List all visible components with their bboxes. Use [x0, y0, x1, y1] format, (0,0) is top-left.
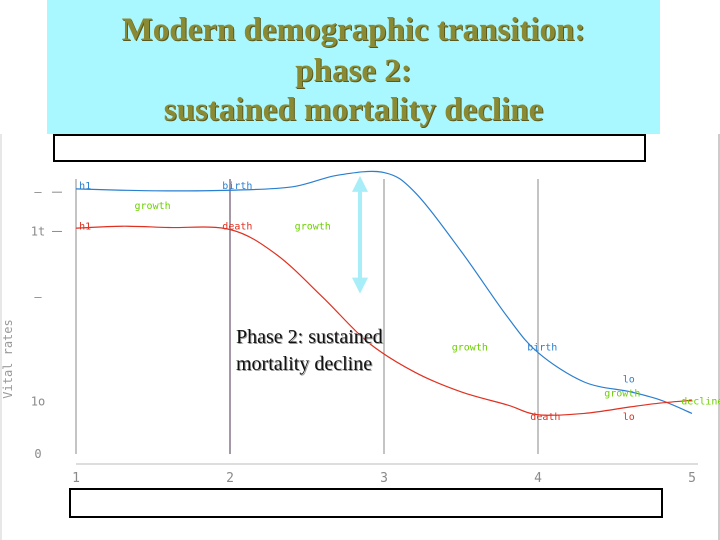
arrow-head-up	[352, 175, 368, 192]
series-label: birth	[222, 181, 252, 192]
title-line-1: Modern demographic transition:	[121, 12, 586, 48]
x-tick-label: 1	[72, 471, 80, 486]
arrow-head-down	[352, 277, 368, 294]
annotation-line-1: Phase 2: sustained	[236, 326, 383, 348]
annotation-line-2: mortality decline	[236, 353, 373, 375]
x-tick-label: 5	[688, 471, 696, 486]
series-label: decline	[681, 396, 720, 407]
title-panel: Modern demographic transition: phase 2: …	[47, 0, 660, 134]
series-labels: h1 h1 growth birth death growth growth birth lo g…	[79, 181, 720, 423]
series-label: growth	[604, 388, 640, 399]
x-tick-label: 2	[226, 471, 234, 486]
death-rate-line	[75, 225, 693, 416]
tick-labels: — 1t — 1o 0 1 2 3 4 5	[31, 185, 696, 486]
series-label: death	[530, 412, 560, 423]
transition-chart: h1 h1 growth birth death growth growth birth lo g…	[0, 134, 720, 540]
y-tick-label: —	[34, 185, 42, 199]
y-tick-label: 1t	[31, 224, 45, 238]
y-tick-label: 0	[34, 447, 41, 461]
double-arrow	[352, 175, 368, 294]
y-axis-label: Vital rates	[1, 319, 15, 398]
series-label: h1	[79, 181, 91, 192]
x-tick-label: 3	[380, 471, 388, 486]
x-tick-label: 4	[534, 471, 542, 486]
series-label: h1	[79, 221, 91, 232]
top-caption-box	[53, 134, 646, 162]
series-label: death	[222, 221, 252, 232]
phase-annotation: Phase 2: sustained mortality decline	[236, 324, 383, 378]
series-label: growth	[135, 201, 171, 212]
bottom-caption-box	[69, 488, 663, 518]
title-line-2: phase 2:	[295, 53, 412, 89]
series-label: lo	[623, 412, 635, 423]
series-label: lo	[623, 375, 635, 386]
series-label: growth	[295, 221, 331, 232]
title-line-3: sustained mortality decline	[163, 92, 544, 128]
series-label: growth	[452, 343, 488, 354]
y-tick-label: 1o	[31, 395, 45, 409]
birth-rate-line	[75, 170, 693, 414]
series-lines	[75, 170, 693, 416]
series-label: birth	[527, 343, 557, 354]
y-tick-label: —	[34, 290, 42, 304]
grid-lines	[75, 179, 698, 465]
